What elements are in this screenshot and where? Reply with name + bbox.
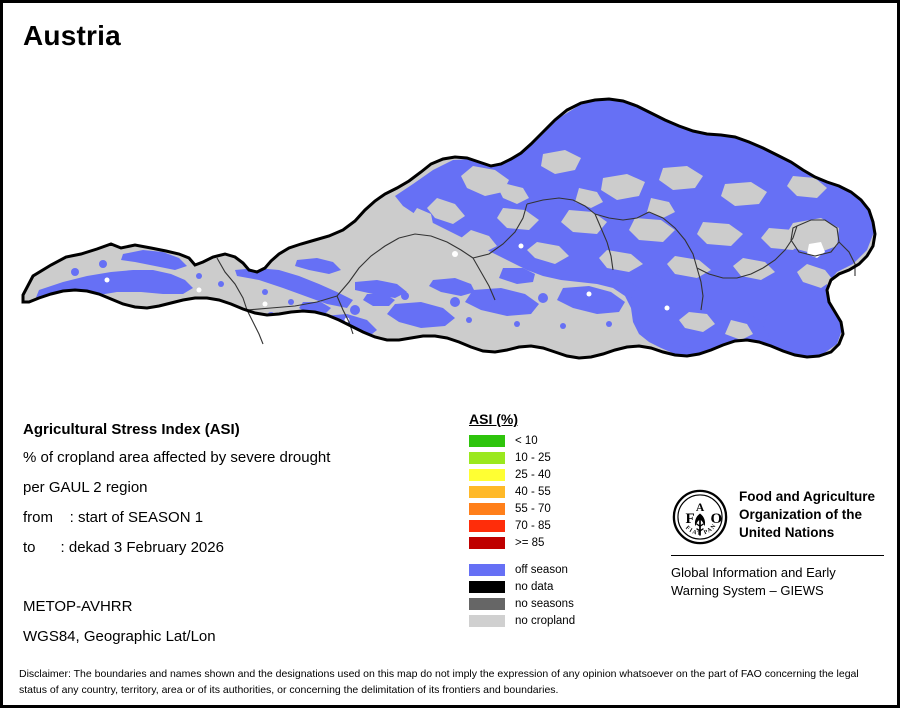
off-season-cropland-layer: [35, 99, 874, 357]
legend-row-off-season: off season: [469, 561, 575, 578]
legend-swatch-25-40: [469, 468, 505, 481]
legend-label-no-cropland: no cropland: [515, 614, 576, 627]
svg-text:A: A: [696, 501, 705, 514]
legend-label-gte85: >= 85: [515, 536, 545, 549]
legend-row-no-data: no data: [469, 578, 575, 595]
info-region-unit: per GAUL 2 region: [23, 479, 148, 496]
legend-row-70-85: 70 - 85: [469, 517, 575, 534]
fao-name-line1: Food and Agriculture: [739, 489, 875, 504]
legend-row-55-70: 55 - 70: [469, 500, 575, 517]
fao-branding: F A O FIAT PANIS Food and Agriculture Or…: [669, 484, 889, 599]
fao-organization-name: Food and Agriculture Organization of the…: [739, 488, 875, 541]
legend-swatch-lt10: [469, 434, 505, 447]
legend-title: ASI (%): [469, 411, 518, 427]
legend-row-no-cropland: no cropland: [469, 612, 575, 629]
national-border: [21, 97, 877, 360]
legend-row-lt10: < 10: [469, 432, 575, 449]
legend-row-40-55: 40 - 55: [469, 483, 575, 500]
fao-divider: [671, 555, 884, 556]
legend-swatch-no-seasons: [469, 597, 505, 610]
fao-name-line3: United Nations: [739, 524, 835, 540]
disclaimer-text: Disclaimer: The boundaries and names sho…: [19, 668, 859, 696]
legend-label-off-season: off season: [515, 563, 568, 576]
giews-line1: Global Information and Early: [671, 565, 836, 580]
legend-swatch-70-85: [469, 519, 505, 532]
legend-row-gte85: >= 85: [469, 534, 575, 551]
legend-row-10-25: 10 - 25: [469, 449, 575, 466]
giews-label: Global Information and Early Warning Sys…: [671, 564, 889, 599]
legend-swatch-off-season: [469, 563, 505, 576]
info-period-from: from : start of SEASON 1: [23, 509, 204, 526]
legend-label-25-40: 25 - 40: [515, 468, 551, 481]
asi-legend: ASI (%) < 10 10 - 25 25 - 40 40 - 55 55 …: [469, 411, 575, 629]
legend-label-10-25: 10 - 25: [515, 451, 551, 464]
legend-row-no-seasons: no seasons: [469, 595, 575, 612]
legend-swatch-40-55: [469, 485, 505, 498]
legend-swatch-10-25: [469, 451, 505, 464]
legend-row-25-40: 25 - 40: [469, 466, 575, 483]
info-period-to: to : dekad 3 February 2026: [23, 539, 224, 556]
legend-swatch-55-70: [469, 502, 505, 515]
legend-label-no-seasons: no seasons: [515, 597, 574, 610]
legend-label-no-data: no data: [515, 580, 554, 593]
legend-swatch-no-cropland: [469, 614, 505, 627]
legend-label-70-85: 70 - 85: [515, 519, 551, 532]
svg-text:F: F: [686, 511, 695, 527]
page-title: Austria: [23, 20, 121, 51]
legend-swatch-gte85: [469, 536, 505, 549]
legend-label-lt10: < 10: [515, 434, 538, 447]
giews-line2: Warning System – GIEWS: [671, 582, 824, 598]
fao-name-line2: Organization of the: [739, 506, 862, 522]
svg-text:O: O: [710, 511, 722, 527]
legend-swatch-no-data: [469, 580, 505, 593]
legend-label-40-55: 40 - 55: [515, 485, 551, 498]
map-canvas: [21, 97, 877, 360]
info-sensor: METOP-AVHRR: [23, 598, 133, 615]
info-projection: WGS84, Geographic Lat/Lon: [23, 628, 216, 645]
legend-label-55-70: 55 - 70: [515, 502, 551, 515]
austria-asi-map: [3, 58, 897, 398]
info-heading: Agricultural Stress Index (ASI): [23, 421, 240, 438]
fao-emblem-icon: F A O FIAT PANIS: [669, 484, 729, 546]
info-description: % of cropland area affected by severe dr…: [23, 449, 331, 466]
admin-boundaries: [216, 197, 856, 345]
legend-separator: [469, 551, 575, 561]
